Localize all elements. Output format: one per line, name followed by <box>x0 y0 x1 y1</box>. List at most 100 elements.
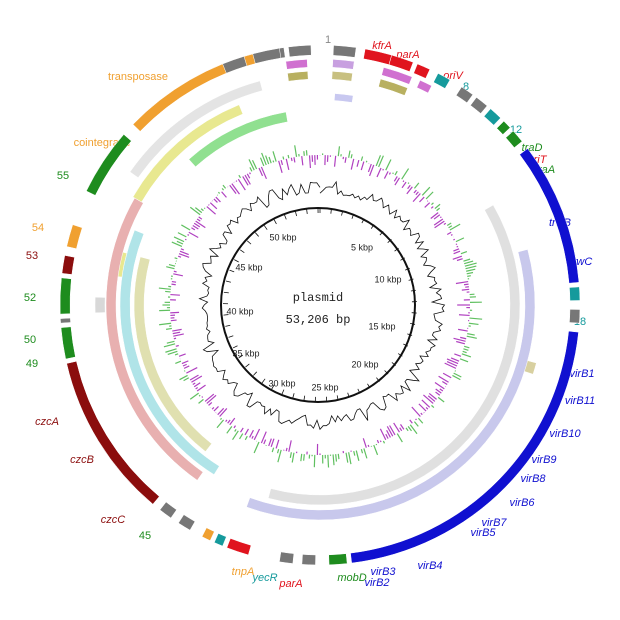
gene-arc <box>178 514 196 531</box>
gc-bar <box>249 429 254 438</box>
scale-tick <box>292 393 295 399</box>
gc-bar <box>268 438 272 447</box>
gc-bar <box>251 435 254 439</box>
gc-bar <box>455 243 458 246</box>
plasmid-name: plasmid <box>293 291 343 305</box>
gene-label: virB10 <box>549 428 581 440</box>
gc-bar <box>248 159 255 171</box>
gc-bar <box>204 393 215 402</box>
gc-bar <box>170 319 177 322</box>
gc-bar <box>171 241 183 247</box>
gc-bar <box>407 182 410 185</box>
gc-bar <box>253 428 261 441</box>
gc-bar <box>456 245 459 248</box>
scale-tick <box>284 214 287 220</box>
gc-bar <box>208 401 213 406</box>
feature-arc <box>332 59 355 70</box>
gc-bar <box>386 426 394 437</box>
gc-bar <box>450 234 453 236</box>
gc-bar <box>418 403 427 412</box>
gc-bar <box>198 394 201 397</box>
gc-bar <box>173 236 185 243</box>
gc-bar <box>455 237 465 243</box>
gc-bar <box>176 240 184 245</box>
gc-bar <box>466 268 476 272</box>
scale-label: 5 kbp <box>351 242 373 252</box>
gc-bar <box>244 428 249 436</box>
gene-label: czcB <box>70 454 94 466</box>
gc-bar <box>181 224 191 231</box>
gene-arc <box>252 47 282 64</box>
gc-bar <box>173 270 177 273</box>
gc-bar <box>355 450 360 461</box>
gc-bar <box>291 452 295 463</box>
gene-label: kfrA <box>372 40 392 52</box>
scale-tick <box>263 225 268 230</box>
gc-bar <box>401 168 410 180</box>
gc-bar <box>449 223 461 231</box>
gc-bar <box>263 439 267 445</box>
gc-bar <box>300 453 303 462</box>
gc-bar <box>178 253 190 258</box>
gc-bar <box>183 365 190 369</box>
gc-bar <box>280 159 284 166</box>
scale-label: 15 kbp <box>368 321 395 331</box>
gc-bar <box>175 360 182 365</box>
gene-label: virB3 <box>370 566 396 578</box>
gc-bar <box>460 336 467 340</box>
gc-bar <box>166 327 172 330</box>
gc-bar <box>434 382 445 390</box>
gc-bar <box>383 171 389 179</box>
scale-tick <box>239 249 245 254</box>
gc-bar <box>431 202 434 206</box>
scale-tick <box>229 269 235 273</box>
gc-bar <box>244 174 251 185</box>
gc-bar <box>327 454 330 468</box>
gc-bar <box>360 449 364 454</box>
gc-bar <box>442 372 452 379</box>
gc-bar <box>171 280 177 283</box>
feature-arc <box>378 78 408 96</box>
scale-label: 40 kbp <box>226 306 253 316</box>
scale-tick <box>271 384 275 390</box>
gc-bar <box>174 257 178 260</box>
gc-bar <box>173 337 177 340</box>
gc-bar <box>272 151 277 162</box>
gc-bar <box>417 417 424 424</box>
gene-label: virB6 <box>509 497 535 509</box>
gc-bar <box>378 155 384 168</box>
scale-tick <box>245 363 250 368</box>
gc-bar <box>335 454 338 462</box>
gene-arc <box>301 554 316 566</box>
gc-bar <box>233 425 237 429</box>
gc-bar <box>180 248 185 251</box>
gc-bar <box>399 427 403 432</box>
gc-bar <box>435 391 441 396</box>
gc-skew <box>198 180 446 431</box>
gc-bar <box>409 424 418 435</box>
gc-bar <box>196 218 201 222</box>
gc-bar <box>393 176 398 182</box>
plasmid-size: 53,206 bp <box>286 313 351 327</box>
gc-bar <box>350 158 355 170</box>
gc-bar <box>200 208 204 212</box>
gc-bar <box>276 449 280 454</box>
gene-label: 45 <box>139 530 151 542</box>
gc-bar <box>392 172 394 175</box>
gc-bar <box>213 406 219 412</box>
gc-bar <box>463 258 471 262</box>
gc-bar <box>177 232 187 238</box>
gc-bar <box>246 173 251 179</box>
gc-bar <box>446 361 458 367</box>
gene-label: 54 <box>32 222 44 234</box>
scale-tick <box>261 378 266 384</box>
gc-bar <box>209 202 218 210</box>
gc-bar <box>466 271 474 275</box>
gc-bar <box>448 225 453 229</box>
gc-bar <box>419 196 425 203</box>
gc-bar <box>173 273 183 277</box>
gc-bar <box>221 187 225 191</box>
gc-bar <box>439 388 444 392</box>
gc-bar <box>428 392 437 400</box>
gc-bar <box>453 372 462 378</box>
